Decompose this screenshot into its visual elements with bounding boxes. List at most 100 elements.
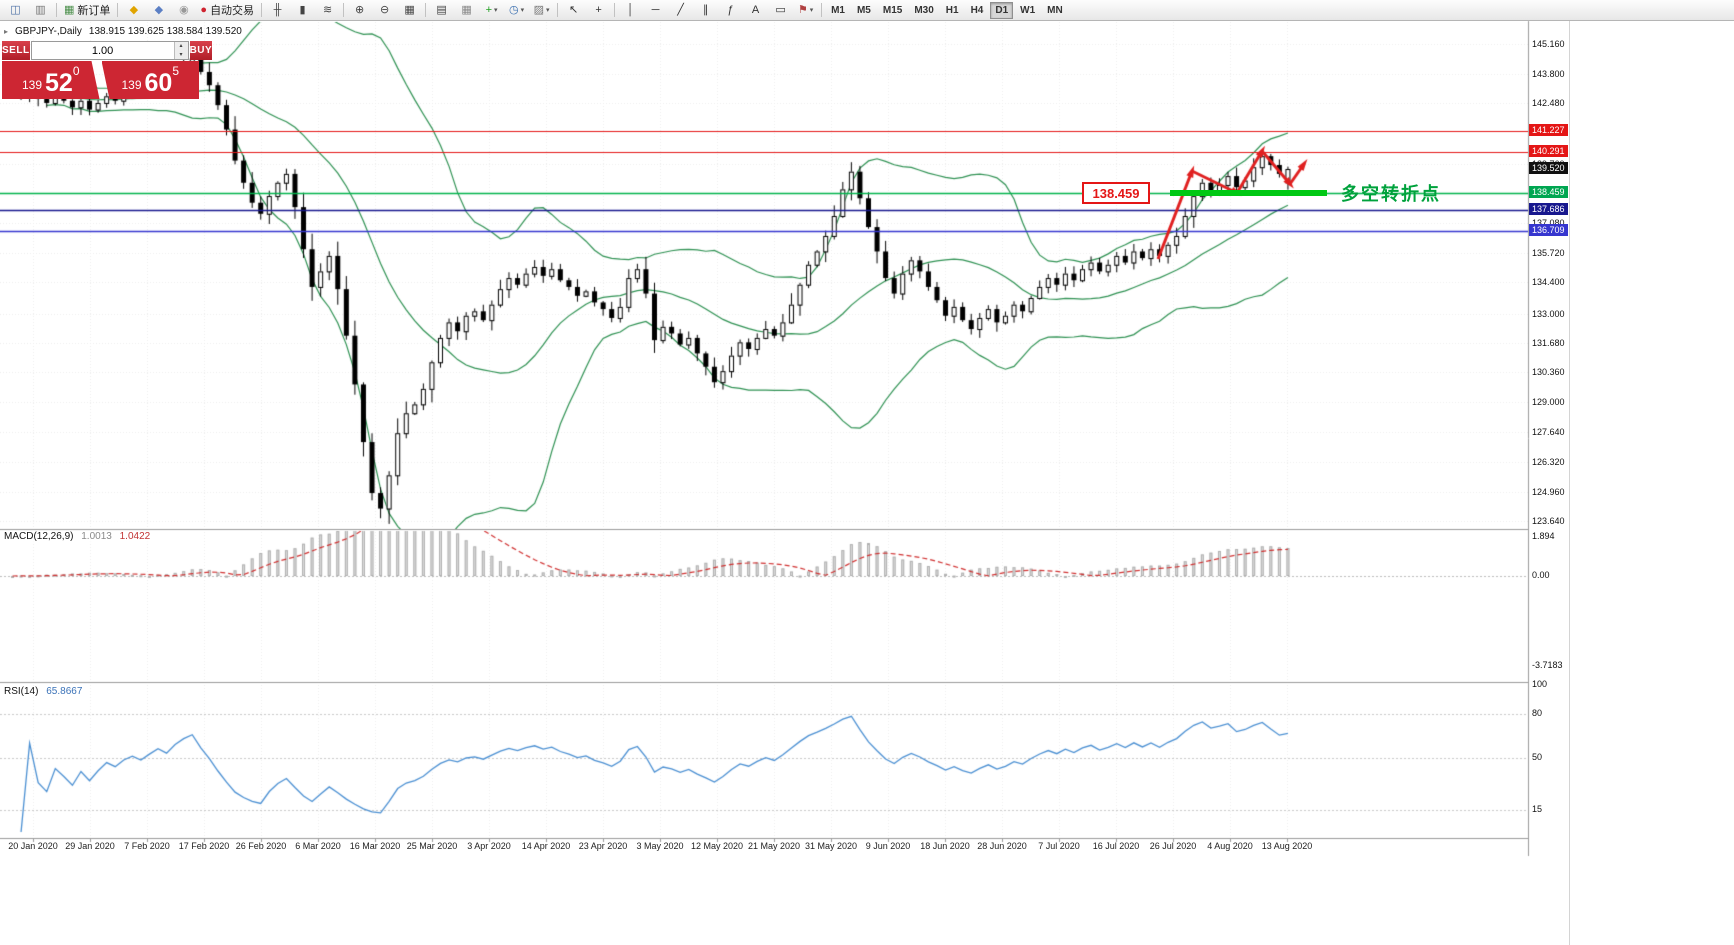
crosshair-icon[interactable]: + xyxy=(587,1,610,20)
toolbar-separator xyxy=(261,3,263,17)
rsi-name: RSI(14) xyxy=(4,686,39,697)
new-chart-icon[interactable]: ◫ xyxy=(4,1,27,20)
volume-up-button[interactable]: ▴ xyxy=(174,42,188,51)
volume-input[interactable] xyxy=(31,42,174,59)
text-label-icon-glyph: ▭ xyxy=(775,3,786,16)
support-zone-bar[interactable] xyxy=(1170,189,1327,196)
cursor-icon-glyph: ↖ xyxy=(568,3,579,16)
zoom-out-icon[interactable]: ⊖ xyxy=(373,1,396,20)
buy-button[interactable]: BUY xyxy=(189,41,213,60)
line-chart-icon[interactable]: ≋ xyxy=(316,1,339,20)
scripts-icon[interactable]: ◉ xyxy=(172,1,195,20)
date-axis-label: 31 May 2020 xyxy=(804,841,858,851)
snap-grid-icon[interactable]: ▦ xyxy=(455,1,478,20)
equidistant-channel-icon-glyph: ∥ xyxy=(702,3,709,16)
date-axis-label: 25 Mar 2020 xyxy=(406,841,458,851)
buy-price-big: 60 xyxy=(144,69,173,97)
date-axis-label: 26 Jul 2020 xyxy=(1149,841,1197,851)
date-axis-label: 6 Mar 2020 xyxy=(295,841,341,851)
timeframe-d1-button[interactable]: D1 xyxy=(990,1,1014,19)
trendline-icon[interactable]: ╱ xyxy=(669,1,692,20)
price-level-label[interactable]: 138.459 xyxy=(1082,182,1150,204)
symbol-header: ▸ GBPJPY-,Daily 138.915 139.625 138.584 … xyxy=(4,26,242,37)
volume-down-button[interactable]: ▾ xyxy=(174,50,188,59)
timeframe-m15-button[interactable]: M15 xyxy=(882,4,903,16)
trendline-icon-glyph: ╱ xyxy=(677,3,684,16)
toolbar-separator xyxy=(557,3,559,17)
text-label-icon[interactable]: ▭ xyxy=(769,1,792,20)
date-axis-label: 28 Jun 2020 xyxy=(977,841,1027,851)
crosshair-icon-glyph: + xyxy=(595,3,602,16)
timeframe-m1-button[interactable]: M1 xyxy=(831,4,845,16)
arrows-tool-button-glyph: ⚑ xyxy=(797,3,808,16)
bar-chart-icon-glyph: ╫ xyxy=(273,3,282,16)
new-order-button[interactable]: ▦ 新订单 xyxy=(61,1,113,20)
autotrading-button[interactable]: ● 自动交易 xyxy=(197,1,257,20)
toolbar: ◫ ▥ ▦ 新订单 ◆ ◆ ◉ ● 自动交易 ╫ ▮ ≋ ⊕ ⊖ ▦ ▤ ▦ + ▾ ◷ ▾ ▨ ▾ ↖ + │ ─ ╱ ∥ ƒ A ▭ ⚑ ▾ M… xyxy=(0,0,1734,21)
one-click-trading-panel: SELL ▴ ▾ BUY 139 52 0 139 60 5 xyxy=(2,41,213,99)
period-selector-button-caret[interactable]: ▾ xyxy=(520,7,525,14)
auto-arrange-icon[interactable]: ▤ xyxy=(430,1,453,20)
tile-windows-icon-glyph: ▦ xyxy=(404,3,415,16)
macd-name: MACD(12,26,9) xyxy=(4,531,74,542)
market-watch-icon[interactable]: ◆ xyxy=(147,1,170,20)
sell-price-base: 139 xyxy=(21,78,43,92)
toolbar-separator xyxy=(821,3,823,17)
timeframe-h4-button[interactable]: H4 xyxy=(970,4,984,16)
period-selector-button[interactable]: ◷ ▾ xyxy=(505,1,528,20)
new-order-button-glyph: ▦ xyxy=(64,3,75,16)
fibonacci-icon[interactable]: ƒ xyxy=(719,1,742,20)
date-axis-label: 16 Jul 2020 xyxy=(1092,841,1140,851)
date-axis-label: 18 Jun 2020 xyxy=(920,841,970,851)
macd-main-value: 1.0013 xyxy=(81,531,112,542)
symbol-name: GBPJPY-,Daily xyxy=(15,26,82,37)
template-button[interactable]: ▨ ▾ xyxy=(530,1,553,20)
snap-grid-icon-glyph: ▦ xyxy=(461,3,472,16)
zoom-in-icon[interactable]: ⊕ xyxy=(348,1,371,20)
date-axis-label: 7 Feb 2020 xyxy=(124,841,170,851)
indicators-lamp-icon-glyph: ◆ xyxy=(129,3,139,16)
horizontal-line-icon-glyph: ─ xyxy=(651,3,660,16)
add-indicator-button-caret[interactable]: ▾ xyxy=(494,7,498,14)
date-axis-label: 9 Jun 2020 xyxy=(865,841,911,851)
template-button-caret[interactable]: ▾ xyxy=(546,7,550,14)
timeframe-m30-button[interactable]: M30 xyxy=(914,4,934,16)
symbol-ohlc: 138.915 139.625 138.584 139.520 xyxy=(88,26,242,37)
add-indicator-button[interactable]: + ▾ xyxy=(480,1,503,20)
timeframe-h1-button[interactable]: H1 xyxy=(945,4,959,16)
profiles-icon[interactable]: ▥ xyxy=(29,1,52,20)
empty-dock-area xyxy=(1569,21,1734,945)
sell-price-big: 52 xyxy=(45,69,73,97)
rsi-indicator-label: RSI(14) 65.8667 xyxy=(2,686,85,697)
date-axis-label: 21 May 2020 xyxy=(747,841,801,851)
one-click-price-row: 139 52 0 139 60 5 xyxy=(2,61,199,99)
candlestick-chart-icon[interactable]: ▮ xyxy=(291,1,314,20)
text-icon-glyph: A xyxy=(751,3,760,16)
timeframe-w1-button[interactable]: W1 xyxy=(1020,4,1036,16)
buy-price-panel[interactable]: 139 60 5 xyxy=(101,61,199,99)
date-axis-label: 3 Apr 2020 xyxy=(467,841,511,851)
tile-windows-icon[interactable]: ▦ xyxy=(398,1,421,20)
date-axis-label: 4 Aug 2020 xyxy=(1207,841,1253,851)
cursor-icon[interactable]: ↖ xyxy=(562,1,585,20)
timeframe-m5-button[interactable]: M5 xyxy=(856,4,871,16)
arrows-tool-button-caret[interactable]: ▾ xyxy=(809,7,814,14)
buy-price-pip: 5 xyxy=(172,64,180,78)
horizontal-line-icon[interactable]: ─ xyxy=(644,1,667,20)
arrows-tool-button[interactable]: ⚑ ▾ xyxy=(794,1,817,20)
indicators-lamp-icon[interactable]: ◆ xyxy=(122,1,145,20)
timeframe-mn-button[interactable]: MN xyxy=(1047,4,1063,16)
text-icon[interactable]: A xyxy=(744,1,767,20)
bar-chart-icon[interactable]: ╫ xyxy=(266,1,289,20)
equidistant-channel-icon[interactable]: ∥ xyxy=(694,1,717,20)
date-axis-label: 14 Apr 2020 xyxy=(521,841,571,851)
buy-price-base: 139 xyxy=(121,78,142,92)
turning-point-annotation[interactable]: 多空转折点 xyxy=(1341,184,1441,204)
date-axis-label: 16 Mar 2020 xyxy=(349,841,401,851)
sell-button[interactable]: SELL xyxy=(2,41,30,60)
fibonacci-icon-glyph: ƒ xyxy=(727,3,734,16)
vertical-line-icon[interactable]: │ xyxy=(619,1,642,20)
new-order-button-label: 新订单 xyxy=(77,5,111,17)
sell-price-panel[interactable]: 139 52 0 xyxy=(2,61,100,99)
